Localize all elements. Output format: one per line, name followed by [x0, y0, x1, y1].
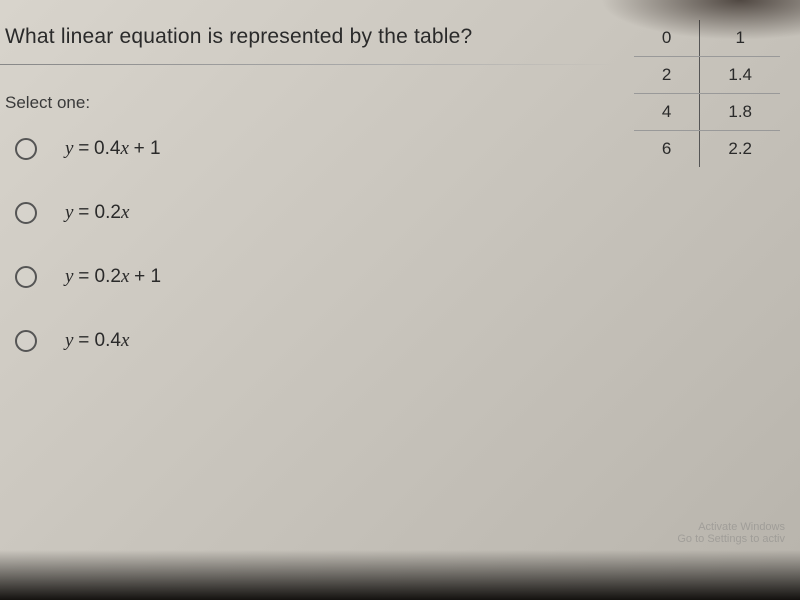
- table-cell: 0: [634, 20, 700, 57]
- table-cell: 1: [700, 20, 780, 57]
- radio-icon: [15, 330, 37, 352]
- option-label: y = 0.4x: [65, 330, 129, 352]
- radio-icon: [15, 266, 37, 288]
- option-label: y = 0.4x + 1: [65, 138, 161, 160]
- radio-icon: [15, 202, 37, 224]
- option-label: y = 0.2x + 1: [65, 266, 161, 288]
- watermark: Activate Windows Go to Settings to activ: [677, 521, 785, 545]
- table-cell: 2: [634, 57, 700, 94]
- table-row: 0 1: [634, 20, 780, 57]
- table-cell: 6: [634, 131, 700, 168]
- table-cell: 2.2: [700, 131, 780, 168]
- option-c[interactable]: y = 0.2x + 1: [15, 266, 800, 288]
- option-b[interactable]: y = 0.2x: [15, 202, 800, 224]
- table-cell: 1.8: [700, 94, 780, 131]
- data-table: 0 1 2 1.4 4 1.8 6 2.2: [634, 20, 780, 167]
- option-d[interactable]: y = 0.4x: [15, 330, 800, 352]
- radio-icon: [15, 138, 37, 160]
- option-label: y = 0.2x: [65, 202, 129, 224]
- table-row: 4 1.8: [634, 94, 780, 131]
- table-cell: 1.4: [700, 57, 780, 94]
- table-row: 6 2.2: [634, 131, 780, 168]
- table-cell: 4: [634, 94, 700, 131]
- options-group: y = 0.4x + 1 y = 0.2x y = 0.2x + 1 y = 0…: [0, 138, 800, 352]
- table-row: 2 1.4: [634, 57, 780, 94]
